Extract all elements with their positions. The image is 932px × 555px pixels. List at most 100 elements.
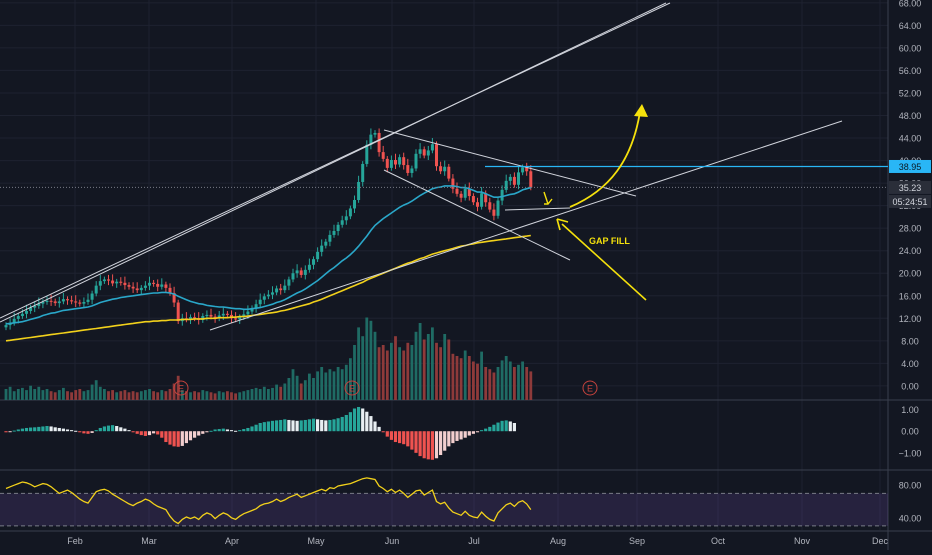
earnings-marker[interactable] <box>582 380 598 396</box>
volume-bar <box>70 392 73 400</box>
histogram-bar <box>119 427 123 432</box>
volume-bar <box>455 356 459 400</box>
gap-fill-arrow[interactable] <box>561 223 647 301</box>
candle-body <box>303 269 307 275</box>
volume-bar <box>176 375 180 400</box>
candle-body <box>369 134 373 145</box>
candle-body <box>189 317 192 320</box>
histogram-bar <box>111 425 115 432</box>
price-axis-tick: 44.00 <box>899 134 922 144</box>
histogram-bar <box>467 431 471 436</box>
histogram-bar <box>115 426 119 432</box>
descending-resistance-line[interactable] <box>383 129 637 197</box>
volume-bar <box>365 317 369 400</box>
consolidation-line[interactable] <box>504 207 571 211</box>
volume-bar <box>123 390 127 400</box>
volume-bar <box>197 392 201 400</box>
earnings-marker[interactable] <box>344 380 360 396</box>
candle-body <box>176 302 180 322</box>
price-axis-tick: 20.00 <box>899 269 922 279</box>
volume-bar <box>312 378 315 400</box>
candle-body <box>152 282 156 284</box>
volume-bar <box>4 389 8 400</box>
trend-line-drawings[interactable] <box>0 2 888 331</box>
volume-bar <box>275 384 278 400</box>
histogram-bar <box>307 419 311 432</box>
histogram-bar <box>270 420 275 432</box>
histogram-bar <box>373 421 377 432</box>
candle-body <box>344 216 348 221</box>
breakout-arrow[interactable] <box>569 111 641 208</box>
volume-bar <box>37 386 41 400</box>
candle-body <box>336 224 340 231</box>
volume-bar <box>29 385 32 400</box>
descending-support-line[interactable] <box>383 169 571 261</box>
volume-bar <box>279 386 283 400</box>
candle-body <box>361 163 365 182</box>
candle-body <box>20 313 24 317</box>
gap-fill-arrow-head <box>556 218 569 231</box>
volume-bar <box>119 391 123 400</box>
volume-bar <box>12 391 16 400</box>
volume-bar <box>447 339 451 400</box>
histogram-bar <box>439 431 443 456</box>
volume-bar <box>45 389 49 400</box>
histogram-bar <box>344 414 348 432</box>
histogram-bar <box>4 431 8 433</box>
volume-bar <box>78 389 82 400</box>
candle-body <box>373 132 377 135</box>
histogram-bar <box>365 411 369 432</box>
upper-channel-line[interactable] <box>0 2 671 319</box>
candle-body <box>439 166 443 172</box>
histogram-bar <box>447 431 451 447</box>
candle-body <box>12 318 16 323</box>
candle-body <box>74 301 78 303</box>
lower-trend-line[interactable] <box>209 120 843 331</box>
histogram-bar <box>320 419 324 432</box>
volume-bar <box>459 358 463 400</box>
volume-bar <box>357 327 360 400</box>
small-down-arrow[interactable] <box>543 191 553 205</box>
candle-body <box>66 299 69 301</box>
volume-bar <box>258 389 262 400</box>
price-axis-tick: 52.00 <box>899 88 922 98</box>
price-axes[interactable]: 0.004.008.0012.0016.0020.0024.0028.0032.… <box>899 0 922 523</box>
volume-bar <box>41 390 45 400</box>
earnings-marker[interactable] <box>173 380 189 396</box>
time-axis[interactable]: Feb Mar Apr May Jun Jul Aug Sep Oct Nov Dec <box>67 536 888 546</box>
volume-bar <box>115 392 119 400</box>
candle-body <box>471 196 475 203</box>
volume-bar <box>476 363 479 400</box>
upper-channel-line-2[interactable] <box>0 2 667 323</box>
volume-bar <box>496 367 500 400</box>
candle-body <box>131 286 135 289</box>
price-axis-tick: 12.00 <box>899 314 922 324</box>
candle-body <box>484 193 488 203</box>
histogram-bar <box>434 431 439 459</box>
candle-body <box>242 314 246 318</box>
candle-body <box>348 208 352 217</box>
candle-body <box>476 202 479 207</box>
volume-bar <box>238 392 242 400</box>
candle-body <box>135 288 139 291</box>
volume-bar <box>205 391 209 400</box>
price-axis-tick: 48.00 <box>899 111 922 121</box>
histogram-bar <box>287 419 291 432</box>
volume-bar <box>74 390 78 400</box>
earnings-marker-label: E <box>349 384 355 394</box>
volume-bar <box>336 367 340 400</box>
time-axis-label: Jul <box>468 536 480 546</box>
volume-bar <box>217 391 221 400</box>
volume-bar <box>250 389 254 400</box>
histogram-bar <box>443 431 447 451</box>
volume-bar <box>418 323 422 400</box>
candle-body <box>287 279 291 286</box>
volume-bar <box>139 391 143 400</box>
histogram-bar <box>361 408 365 432</box>
volume-bar <box>332 371 336 400</box>
last-price-tag: 35.23 <box>899 183 922 193</box>
candle-body <box>221 313 225 316</box>
time-axis-label: Dec <box>872 536 889 546</box>
